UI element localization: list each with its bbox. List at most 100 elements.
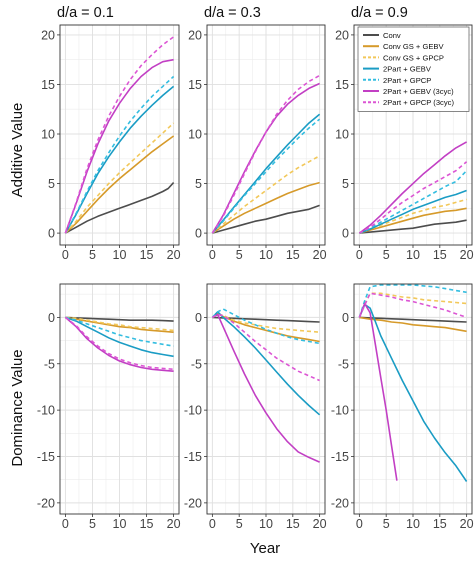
- x-tick-label: 5: [89, 517, 96, 531]
- x-tick-label: 5: [383, 248, 390, 262]
- legend-label-part2_gebv: 2Part + GEBV: [383, 65, 432, 74]
- x-tick-label: 5: [383, 517, 390, 531]
- y-axis-label-dominance: Dominance Value: [9, 349, 26, 466]
- x-tick-label: 15: [433, 517, 447, 531]
- x-tick-label: 0: [62, 517, 69, 531]
- y-tick-label: 0: [48, 311, 55, 325]
- y-tick-label: 0: [342, 227, 349, 241]
- series-line-part2_gpcp3: [64, 316, 174, 371]
- y-tick-label: 20: [41, 28, 55, 42]
- series-line-part2_gpcp: [64, 75, 175, 234]
- x-tick-label: 15: [140, 517, 154, 531]
- y-tick-label: -5: [44, 357, 55, 371]
- y-tick-label: -5: [191, 357, 202, 371]
- y-tick-label: 10: [335, 128, 349, 142]
- y-tick-label: 5: [195, 177, 202, 191]
- x-tick-label: 10: [113, 248, 127, 262]
- y-tick-label: 0: [342, 311, 349, 325]
- series-line-convgs_gebv: [359, 316, 467, 333]
- x-tick-label: 10: [406, 517, 420, 531]
- x-tick-label: 10: [259, 517, 273, 531]
- series-line-conv: [65, 182, 175, 234]
- y-tick-label: -10: [37, 404, 55, 418]
- y-tick-label: 0: [195, 311, 202, 325]
- y-tick-label: 15: [335, 78, 349, 92]
- panel-title: d/a = 0.1: [57, 5, 114, 21]
- y-tick-label: 20: [188, 28, 202, 42]
- series-line-part2_gpcp3: [359, 161, 468, 234]
- series-line-part2_gpcp: [359, 170, 468, 234]
- x-tick-label: 10: [406, 248, 420, 262]
- y-tick-label: -10: [331, 404, 349, 418]
- series-line-conv: [359, 316, 467, 323]
- x-tick-label: 15: [286, 517, 300, 531]
- series-line-conv: [359, 219, 467, 234]
- series-line-part2_gpcp: [358, 284, 467, 318]
- y-tick-label: 0: [195, 227, 202, 241]
- series-line-convgs_gebv: [359, 207, 467, 234]
- x-tick-label: 15: [433, 248, 447, 262]
- x-tick-label: 20: [460, 248, 474, 262]
- x-tick-label: 20: [460, 517, 474, 531]
- series-line-part2_gpcp3: [358, 292, 467, 319]
- series-line-convgs_gpcp: [359, 198, 467, 234]
- x-tick-label: 0: [356, 517, 363, 531]
- y-tick-label: 20: [335, 28, 349, 42]
- series-line-convgs_gpcp: [211, 155, 320, 234]
- panel-4: 0 5 10 15 20 0 -5 -10 -15 -20: [37, 283, 181, 531]
- x-tick-label: 10: [259, 248, 273, 262]
- series-line-convgs_gpcp: [65, 316, 174, 332]
- series-line-part2_gpcp3: [211, 74, 320, 234]
- x-tick-label: 15: [140, 248, 154, 262]
- series-line-part2_gebv3: [64, 316, 174, 372]
- panel-6: 0 5 10 15 20 0 -5 -10 -15 -20: [331, 283, 474, 531]
- x-tick-label: 5: [236, 248, 243, 262]
- y-tick-label: -20: [37, 496, 55, 510]
- panel-title: d/a = 0.9: [351, 5, 408, 21]
- series-line-part2_gpcp: [211, 118, 321, 234]
- x-tick-label: 5: [236, 517, 243, 531]
- legend-label-conv: Conv: [383, 31, 401, 40]
- x-axis-label: Year: [250, 540, 280, 557]
- y-tick-label: 15: [41, 78, 55, 92]
- series-line-part2_gpcp3: [64, 36, 175, 234]
- y-tick-label: -15: [331, 450, 349, 464]
- series-line-part2_gpcp: [65, 316, 174, 347]
- series-line-conv: [212, 204, 320, 234]
- y-tick-label: -15: [184, 450, 202, 464]
- series-line-part2_gebv3: [358, 302, 398, 481]
- legend-label-convgs_gpcp: Conv GS + GPCP: [383, 53, 444, 62]
- y-tick-label: -20: [331, 496, 349, 510]
- series-line-part2_gebv: [211, 113, 321, 234]
- x-tick-label: 10: [113, 517, 127, 531]
- series-line-part2_gebv: [359, 189, 467, 234]
- x-tick-label: 0: [209, 248, 216, 262]
- y-tick-label: 5: [342, 177, 349, 191]
- y-tick-label: 10: [188, 128, 202, 142]
- panel-title: d/a = 0.3: [204, 5, 261, 21]
- x-tick-label: 20: [167, 248, 181, 262]
- x-tick-label: 20: [313, 517, 327, 531]
- legend-label-part2_gebv3: 2Part + GEBV (3cyc): [383, 87, 454, 96]
- series-line-convgs_gpcp: [211, 312, 320, 333]
- series-line-conv: [65, 316, 174, 322]
- x-tick-label: 20: [313, 248, 327, 262]
- series-line-part2_gebv3: [358, 141, 467, 234]
- y-axis-label-additive: Additive Value: [9, 103, 26, 198]
- x-tick-label: 5: [89, 248, 96, 262]
- series-line-part2_gebv: [211, 310, 321, 416]
- y-tick-label: -5: [338, 357, 349, 371]
- series-line-convgs_gebv: [65, 316, 174, 333]
- y-tick-label: 5: [48, 177, 55, 191]
- y-tick-label: -15: [37, 450, 55, 464]
- x-tick-label: 20: [167, 517, 181, 531]
- series-line-part2_gebv3: [212, 313, 320, 463]
- series-line-part2_gebv: [65, 316, 174, 358]
- x-tick-label: 0: [209, 517, 216, 531]
- y-tick-label: 10: [41, 128, 55, 142]
- y-tick-label: -20: [184, 496, 202, 510]
- legend-label-part2_gpcp3: 2Part + GPCP (3cyc): [383, 98, 454, 107]
- series-line-convgs_gebv: [211, 181, 320, 234]
